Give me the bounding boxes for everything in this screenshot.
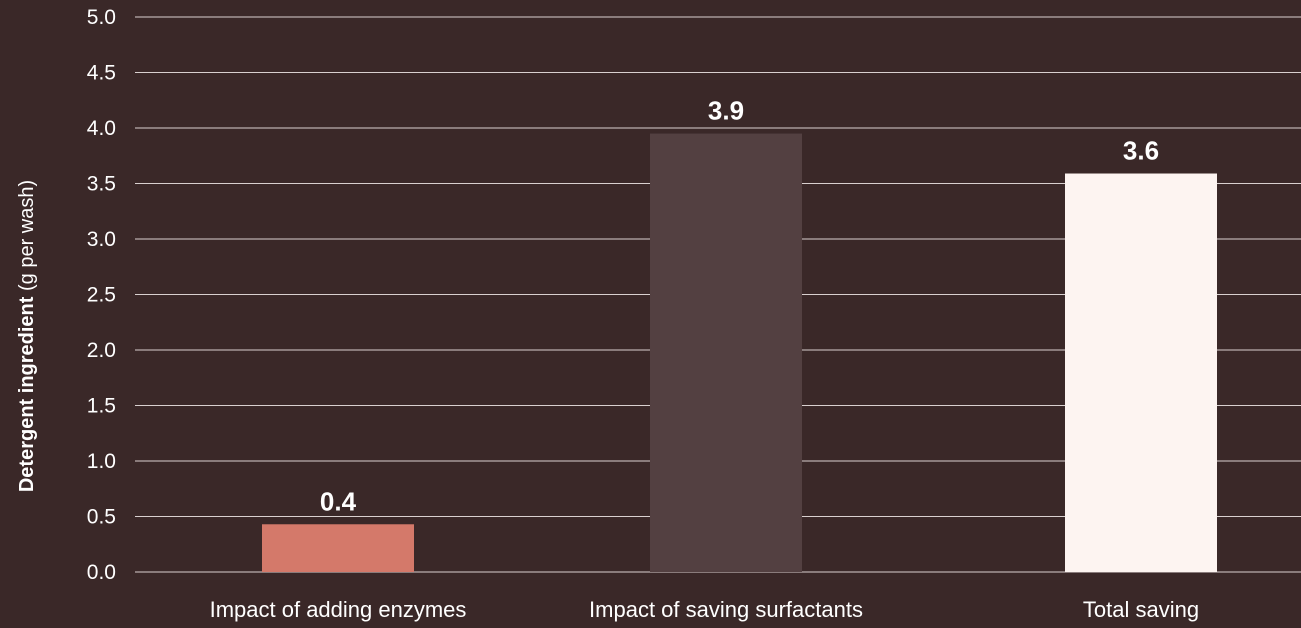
- x-category-label: Impact of saving surfactants: [589, 597, 863, 622]
- bar-value-label: 3.6: [1123, 136, 1159, 166]
- x-category-label: Total saving: [1083, 597, 1199, 622]
- bar-value-label: 0.4: [320, 486, 357, 516]
- value-labels: 0.4 3.9 3.6: [320, 96, 1159, 517]
- bar: [1065, 173, 1217, 572]
- bar-value-label: 3.9: [708, 96, 744, 126]
- x-axis-categories: Impact of adding enzymes Impact of saving…: [210, 597, 1200, 622]
- y-tick-label: 1.0: [87, 450, 116, 473]
- y-tick-label: 2.0: [87, 339, 116, 362]
- y-axis-title-unit: (g per wash): [16, 180, 38, 297]
- y-tick-label: 4.5: [87, 62, 116, 85]
- y-tick-label: 5.0: [87, 6, 116, 29]
- y-tick-label: 4.0: [87, 117, 116, 140]
- y-axis-title-bold: Detergent ingredient: [16, 296, 38, 492]
- y-tick-label: 0.5: [87, 506, 116, 529]
- bar: [650, 133, 802, 573]
- y-tick-label: 3.0: [87, 228, 116, 251]
- y-axis-title: Detergent ingredient (g per wash): [16, 180, 38, 492]
- x-category-label: Impact of adding enzymes: [210, 597, 467, 622]
- y-tick-label: 2.5: [87, 284, 116, 307]
- y-tick-label: 0.0: [87, 561, 116, 584]
- bars: [262, 133, 1217, 573]
- y-tick-label: 3.5: [87, 173, 116, 196]
- y-tick-label: 1.5: [87, 395, 116, 418]
- bar: [262, 524, 414, 572]
- y-axis-ticks: 0.0 0.5 1.0 1.5 2.0 2.5 3.0 3.5 4.0 4.5 5.0: [87, 6, 116, 584]
